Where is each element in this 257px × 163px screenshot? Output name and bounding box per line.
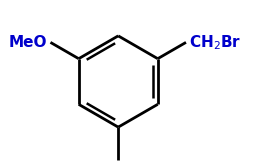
Text: CH$_2$Br: CH$_2$Br <box>189 33 241 52</box>
Text: MeO: MeO <box>9 35 48 50</box>
